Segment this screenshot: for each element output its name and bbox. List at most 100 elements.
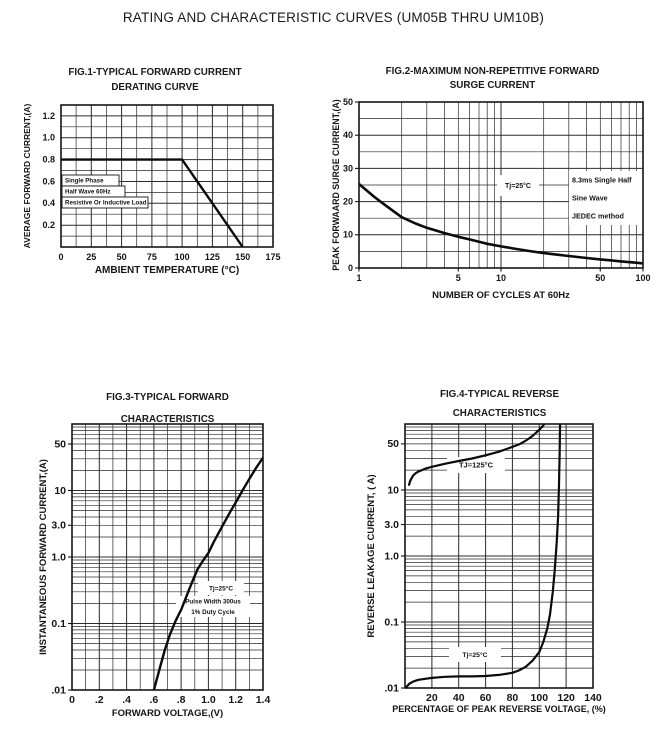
x-tick-label: 75 [147, 252, 157, 262]
y-tick-label: 1.0 [384, 550, 399, 562]
x-tick-label: 50 [117, 252, 127, 262]
note-tj25-box [198, 581, 244, 595]
y-tick-label: .01 [384, 682, 399, 694]
x-tick-label: 140 [584, 692, 602, 704]
y-tick-label: 0.6 [42, 176, 55, 186]
y-tick-label: .01 [51, 684, 66, 696]
x-tick-label: 1.2 [228, 694, 243, 706]
note-tj25-box [497, 175, 539, 196]
x-axis-label: AMBIENT TEMPERATURE (°C) [95, 265, 239, 276]
x-tick-label: 25 [86, 252, 96, 262]
y-tick-label: 50 [54, 438, 66, 450]
x-tick-label: 1 [356, 273, 361, 283]
fig2-title-line2: SURGE CURRENT [449, 80, 536, 91]
fig2-title-line1: FIG.2-MAXIMUM NON-REPETITIVE FORWARD [385, 66, 600, 77]
x-tick-label: 1.4 [256, 694, 271, 706]
x-tick-label: 5 [456, 273, 461, 283]
reverse-125c-curve [407, 424, 546, 486]
fig2-chart-canvas: Tj=25°C 8.3ms Single Half Sine Wave JEDEC m… [331, 97, 651, 301]
fig1-chart-canvas: Single Phase Half Wave 60Hz Resistive Or I… [22, 104, 281, 276]
x-tick-label: 50 [595, 273, 605, 283]
reverse-25c-curve [405, 424, 562, 688]
note-load-box [61, 196, 149, 209]
forward-vi-curve [152, 456, 263, 690]
fig4-title-line1: FIG.4-TYPICAL REVERSE [439, 389, 560, 400]
note-pulse-box [176, 596, 250, 617]
x-tick-label: 100 [175, 252, 190, 262]
y-tick-label: 1.0 [51, 551, 66, 563]
note-tj125-text: TJ=125°C [459, 461, 494, 470]
fig4-chart-canvas: TJ=125°C Tj=25°C 20 40 60 80 100 120 140 .01 0.1 1.… [366, 423, 606, 714]
x-tick-label: 100 [531, 692, 549, 704]
fig1-title: FIG.1-TYPICAL FORWARD CURRENT DERATING C… [40, 65, 270, 95]
note-jedec-text: Sine Wave [572, 194, 608, 203]
y-tick-label: 20 [343, 196, 353, 206]
fig4-title: FIG.4-TYPICAL REVERSE CHARACTERISTICS [384, 385, 615, 423]
note-tj25-text: Tj=25°C [462, 651, 487, 659]
y-tick-label: 50 [343, 97, 353, 107]
x-tick-label: 40 [453, 692, 465, 704]
y-tick-label: 10 [54, 485, 66, 497]
x-tick-label: 120 [557, 692, 575, 704]
note-jedec-text: JEDEC method [572, 212, 624, 221]
x-tick-label: 150 [235, 252, 250, 262]
y-tick-label: 3.0 [384, 519, 399, 531]
surge-current-curve [359, 182, 643, 265]
plot-border [60, 104, 274, 248]
fig3-chart-canvas: Tj=25°C Pulse Width 300us 1% Duty Cycle 0 .2… [38, 423, 271, 719]
y-tick-label: 1.2 [42, 111, 55, 121]
x-axis-label: FORWARD VOLTAGE,(V) [112, 708, 223, 719]
y-tick-label: 0 [348, 263, 353, 273]
fig4-title-line2: CHARACTERISTICS [452, 408, 547, 419]
x-tick-label: .8 [177, 694, 186, 706]
x-tick-label: 80 [507, 692, 519, 704]
x-tick-label: .2 [95, 694, 104, 706]
x-tick-label: 0 [58, 252, 63, 262]
y-tick-label: 10 [343, 230, 353, 240]
y-axis-label: AVERAGE FORWARD CURRENT,(A) [22, 104, 32, 249]
y-axis-label: INSTANTANEOUS FORWARD CURRENT,(A) [38, 459, 49, 655]
x-tick-label: 175 [265, 252, 280, 262]
x-axis-label: NUMBER OF CYCLES AT 60Hz [432, 290, 570, 301]
y-axis-label: REVERSE LEAKAGE CURRENT, ( A) [366, 474, 377, 637]
y-tick-label: 0.2 [42, 220, 55, 230]
x-tick-label: 60 [480, 692, 492, 704]
note-pulse-text: 1% Duty Cycle [191, 609, 235, 616]
note-tj25-box [449, 647, 501, 662]
note-single-phase-text: Single Phase [65, 178, 104, 185]
x-tick-label: .6 [149, 694, 158, 706]
note-tj25-text: Tj=25°C [209, 584, 233, 592]
y-tick-label: 40 [343, 130, 353, 140]
note-jedec-box [569, 171, 643, 225]
x-tick-label: 0 [69, 694, 75, 706]
y-tick-label: 3.0 [51, 520, 66, 532]
fig2-title: FIG.2-MAXIMUM NON-REPETITIVE FORWARD SUR… [360, 65, 625, 93]
note-load-text: Resistive Or Inductive Load [65, 200, 147, 207]
y-tick-label: 10 [387, 484, 399, 496]
x-axis-label: PERCENTAGE OF PEAK REVERSE VOLTAGE, (%) [392, 704, 606, 714]
note-tj25-text: Tj=25°C [505, 182, 531, 190]
fig3-title: FIG.3-TYPICAL FORWARD CHARACTERISTICS [52, 387, 283, 431]
x-tick-label: 125 [205, 252, 220, 262]
y-tick-label: 30 [343, 163, 353, 173]
page-title: RATING AND CHARACTERISTIC CURVES (UM05B … [122, 10, 545, 25]
note-half-wave-text: Half Wave 60Hz [65, 189, 111, 196]
y-tick-label: 1.0 [42, 133, 55, 143]
x-tick-label: 100 [635, 273, 650, 283]
x-tick-label: 20 [426, 692, 438, 704]
x-tick-label: .4 [122, 694, 131, 706]
y-axis-label: PEAK FORWAARD SURGE CURRENT,(A) [331, 99, 341, 270]
fig3-title-line2: CHARACTERISTICS [120, 414, 215, 425]
y-tick-label: 0.8 [42, 154, 55, 164]
x-tick-label: 10 [496, 273, 506, 283]
note-jedec-text: 8.3ms Single Half [572, 176, 632, 185]
y-tick-label: 0.1 [384, 616, 399, 628]
fig1-title-line1: FIG.1-TYPICAL FORWARD CURRENT [68, 67, 242, 78]
y-tick-label: 0.4 [42, 198, 55, 208]
y-tick-label: 0.1 [51, 618, 66, 630]
y-tick-label: 50 [387, 438, 399, 450]
note-pulse-text: Pulse Width 300us [185, 598, 241, 605]
fig1-title-line2: DERATING CURVE [111, 82, 199, 93]
derating-limit-curve [61, 158, 244, 247]
